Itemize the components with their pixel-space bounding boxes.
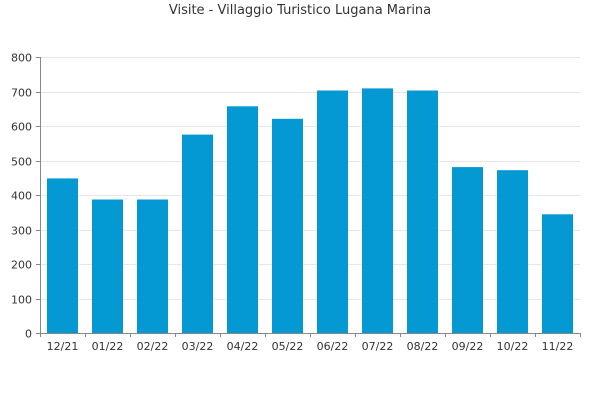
bar-04-22 bbox=[227, 106, 258, 333]
y-tick-labels: 0 100 200 300 400 500 600 700 800 bbox=[11, 52, 32, 341]
y-tick-label: 0 bbox=[25, 328, 32, 341]
bar-01-22 bbox=[92, 199, 123, 333]
x-tick-labels: 12/21 01/22 02/22 03/22 04/22 05/22 06/22 07/22… bbox=[47, 340, 574, 353]
bar-12-21 bbox=[47, 178, 78, 333]
bar-06-22 bbox=[317, 90, 348, 333]
bar-09-22 bbox=[452, 167, 483, 333]
x-tick-label: 11/22 bbox=[542, 340, 574, 353]
x-tick-label: 08/22 bbox=[407, 340, 439, 353]
x-tick-label: 12/21 bbox=[47, 340, 79, 353]
x-tick-label: 04/22 bbox=[227, 340, 259, 353]
bar-02-22 bbox=[137, 199, 168, 333]
x-tick-label: 06/22 bbox=[317, 340, 349, 353]
y-tick-label: 600 bbox=[11, 121, 32, 134]
bar-03-22 bbox=[182, 134, 213, 333]
bar-08-22 bbox=[407, 90, 438, 333]
y-tick-label: 300 bbox=[11, 225, 32, 238]
bars bbox=[47, 88, 573, 334]
bar-11-22 bbox=[542, 214, 573, 333]
chart-title: Visite - Villaggio Turistico Lugana Mari… bbox=[168, 3, 432, 18]
x-tick-label: 02/22 bbox=[137, 340, 169, 353]
grid-lines bbox=[40, 57, 580, 300]
y-tick-label: 800 bbox=[11, 52, 32, 65]
x-tick-label: 03/22 bbox=[182, 340, 214, 353]
axes bbox=[36, 57, 581, 337]
x-tick-label: 05/22 bbox=[272, 340, 304, 353]
y-tick-label: 700 bbox=[11, 87, 32, 100]
bar-10-22 bbox=[497, 170, 528, 333]
y-tick-label: 500 bbox=[11, 156, 32, 169]
y-tick-label: 100 bbox=[11, 294, 32, 307]
bar-07-22 bbox=[362, 88, 393, 334]
x-tick-label: 07/22 bbox=[362, 340, 394, 353]
x-tick-label: 09/22 bbox=[452, 340, 484, 353]
y-tick-label: 400 bbox=[11, 190, 32, 203]
x-tick-label: 01/22 bbox=[92, 340, 124, 353]
y-tick-label: 200 bbox=[11, 259, 32, 272]
x-tick-label: 10/22 bbox=[497, 340, 529, 353]
bar-05-22 bbox=[272, 118, 303, 333]
